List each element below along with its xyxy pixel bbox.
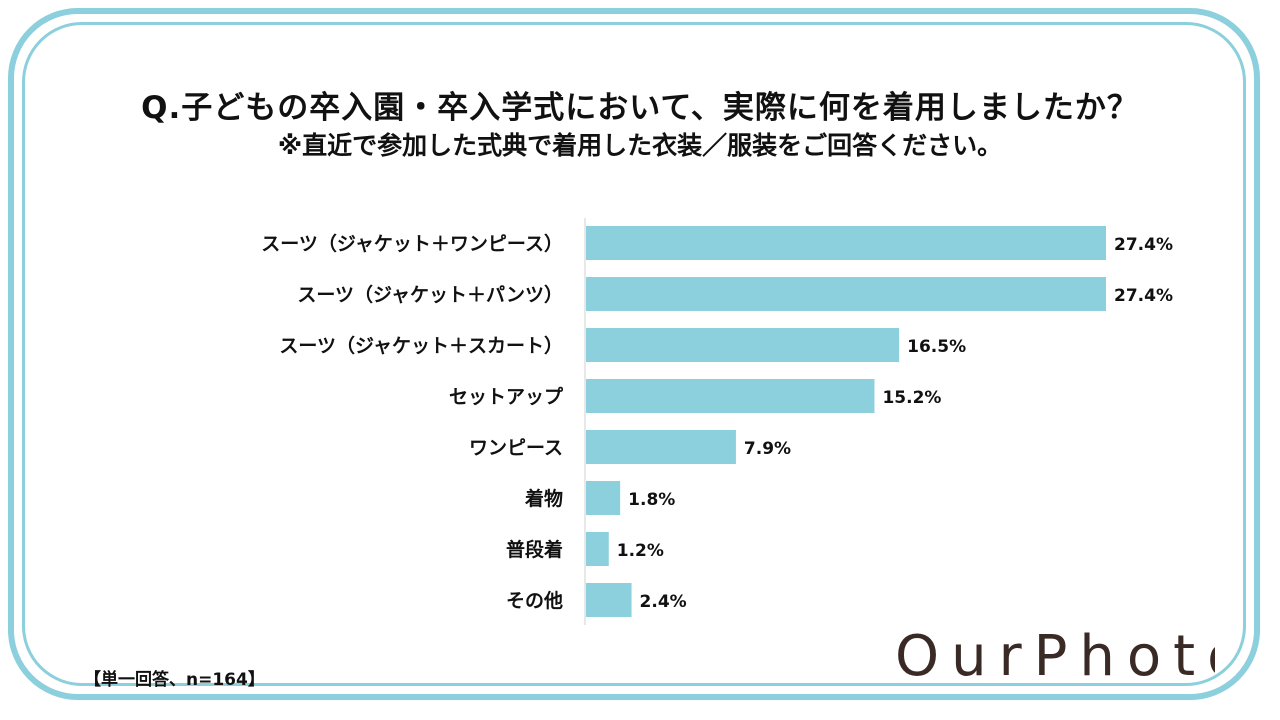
bar <box>586 379 875 413</box>
bar <box>586 481 621 515</box>
value-label: 1.2% <box>617 541 664 561</box>
category-label: スーツ（ジャケット＋ワンピース） <box>261 232 563 255</box>
logo-text: OurPhoto <box>895 624 1215 689</box>
category-label: セットアップ <box>449 385 564 408</box>
category-label: ワンピース <box>469 437 563 459</box>
category-label: 普段着 <box>506 538 563 561</box>
category-label: スーツ（ジャケット＋スカート） <box>279 334 563 357</box>
bar <box>586 583 632 617</box>
category-label: スーツ（ジャケット＋パンツ） <box>297 283 563 306</box>
chart-subtitle: ※直近で参加した式典で着用した衣装／服装をご回答ください。 <box>277 131 1003 160</box>
bar <box>586 277 1106 311</box>
chart-title: Q.子どもの卒入園・卒入学式において、実際に何を着用しましたか？ <box>141 90 1139 126</box>
value-label: 16.5% <box>907 337 966 357</box>
value-label: 27.4% <box>1114 235 1173 255</box>
footnote: 【単一回答、n=164】 <box>84 670 265 690</box>
value-label: 27.4% <box>1114 286 1173 306</box>
value-label: 7.9% <box>744 439 791 459</box>
value-label: 15.2% <box>882 388 941 408</box>
bar <box>586 532 609 566</box>
ourphoto-logo: OurPhoto <box>895 624 1215 689</box>
category-label: 着物 <box>525 487 563 510</box>
value-label: 2.4% <box>640 592 687 612</box>
bar <box>586 226 1106 260</box>
bar <box>586 430 736 464</box>
category-label: その他 <box>506 589 563 612</box>
value-label: 1.8% <box>628 490 675 510</box>
bar <box>586 328 900 362</box>
